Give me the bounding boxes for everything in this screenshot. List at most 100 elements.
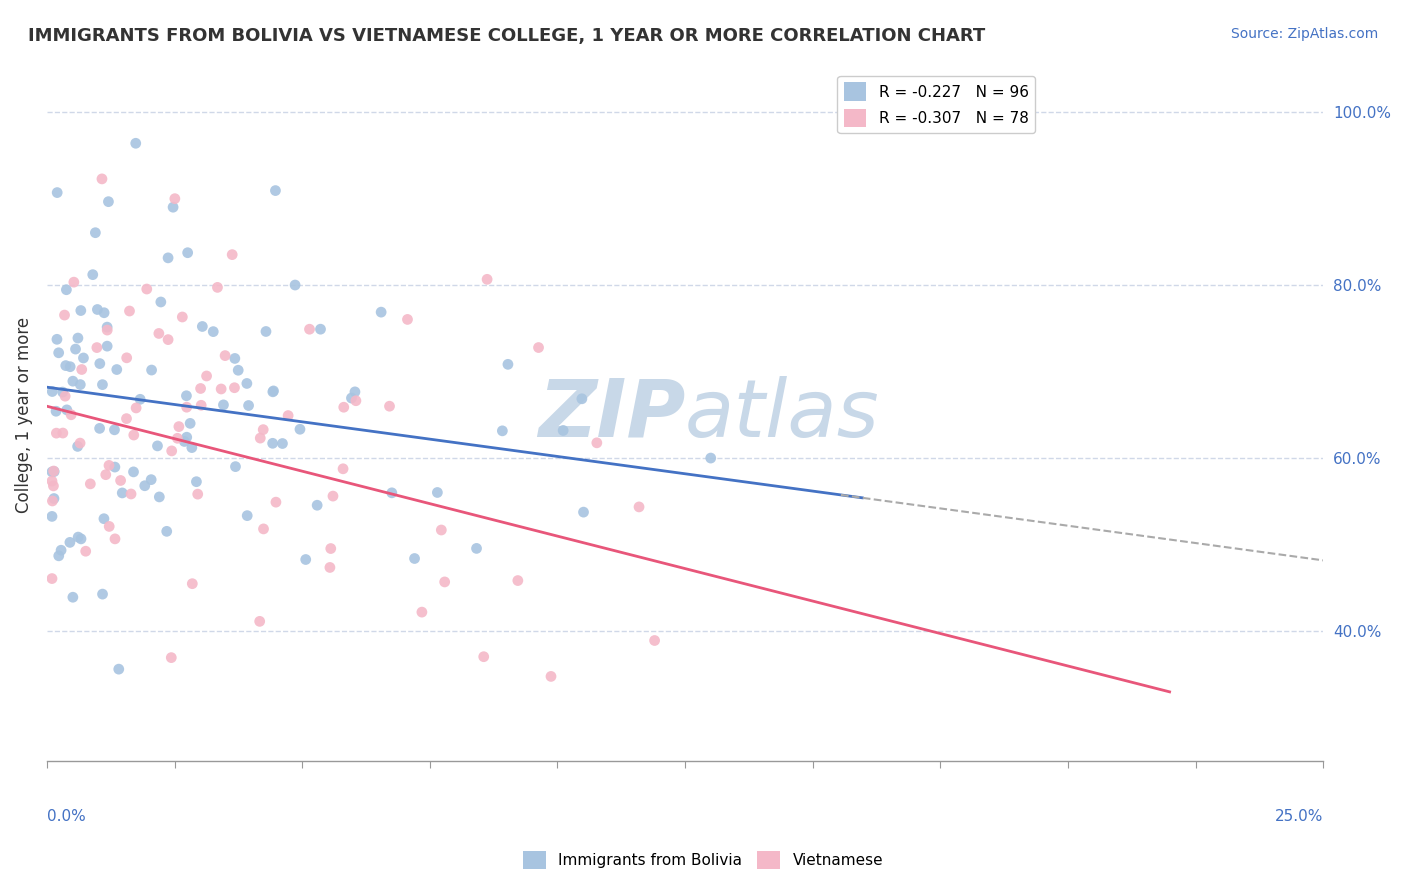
Point [41, 465, 63, 479]
Point [162, 200, 184, 214]
Point [572, 505, 595, 519]
Point [53, 389, 76, 403]
Point [340, 391, 363, 405]
Point [52, 385, 75, 400]
Point [298, 322, 321, 336]
Point [156, 524, 179, 539]
Point [221, 247, 243, 261]
Point [472, 649, 495, 664]
Point [157, 251, 180, 265]
Point [224, 381, 246, 395]
Point [190, 398, 212, 412]
Point [181, 576, 204, 591]
Point [141, 473, 163, 487]
Point [277, 409, 299, 423]
Point [41, 384, 63, 399]
Point [430, 523, 453, 537]
Text: 0.0%: 0.0% [46, 809, 86, 824]
Point [859, 771, 882, 785]
Point [118, 304, 141, 318]
Point [149, 295, 172, 310]
Point [262, 384, 284, 399]
Point [60, 408, 83, 422]
Point [249, 431, 271, 445]
Point [585, 435, 607, 450]
Point [44, 465, 66, 479]
Point [309, 322, 332, 336]
Point [262, 436, 284, 450]
Point [332, 462, 354, 476]
Point [41, 509, 63, 524]
Point [252, 522, 274, 536]
Point [319, 541, 342, 556]
Point [48, 345, 70, 359]
Point [67, 530, 90, 544]
Point [404, 551, 426, 566]
Point [91, 172, 114, 186]
Point [49, 543, 72, 558]
Point [91, 587, 114, 601]
Point [41, 572, 63, 586]
Point [506, 574, 529, 588]
Point [53, 308, 76, 322]
Y-axis label: College, 1 year or more: College, 1 year or more [15, 317, 32, 513]
Point [70, 362, 93, 376]
Point [107, 662, 129, 676]
Point [173, 434, 195, 449]
Text: Source: ZipAtlas.com: Source: ZipAtlas.com [1230, 27, 1378, 41]
Point [59, 359, 82, 374]
Point [96, 339, 118, 353]
Point [491, 424, 513, 438]
Point [307, 498, 329, 512]
Point [41, 494, 63, 508]
Point [571, 392, 593, 406]
Point [294, 552, 316, 566]
Point [141, 363, 163, 377]
Point [254, 325, 277, 339]
Point [264, 495, 287, 509]
Point [63, 275, 86, 289]
Point [111, 486, 134, 500]
Point [42, 491, 65, 506]
Point [187, 487, 209, 501]
Point [86, 302, 108, 317]
Point [97, 194, 120, 209]
Point [46, 332, 69, 346]
Point [209, 382, 232, 396]
Point [125, 401, 148, 415]
Point [122, 428, 145, 442]
Point [86, 341, 108, 355]
Point [190, 382, 212, 396]
Point [48, 549, 70, 563]
Point [89, 357, 111, 371]
Point [249, 615, 271, 629]
Point [120, 487, 142, 501]
Point [62, 374, 84, 388]
Point [70, 532, 93, 546]
Point [96, 320, 118, 334]
Point [202, 325, 225, 339]
Legend: Immigrants from Bolivia, Vietnamese: Immigrants from Bolivia, Vietnamese [517, 845, 889, 875]
Point [343, 384, 366, 399]
Point [46, 186, 69, 200]
Point [344, 393, 367, 408]
Legend: R = -0.227   N = 96, R = -0.307   N = 78: R = -0.227 N = 96, R = -0.307 N = 78 [838, 76, 1035, 133]
Point [540, 669, 562, 683]
Point [236, 376, 259, 391]
Text: ZIP: ZIP [537, 376, 685, 454]
Point [681, 780, 703, 795]
Point [146, 439, 169, 453]
Point [148, 490, 170, 504]
Point [104, 460, 127, 475]
Point [72, 351, 94, 365]
Point [105, 362, 128, 376]
Point [110, 474, 132, 488]
Point [134, 479, 156, 493]
Point [553, 424, 575, 438]
Point [214, 349, 236, 363]
Point [263, 384, 285, 398]
Point [69, 377, 91, 392]
Point [96, 323, 118, 337]
Point [191, 319, 214, 334]
Point [82, 268, 104, 282]
